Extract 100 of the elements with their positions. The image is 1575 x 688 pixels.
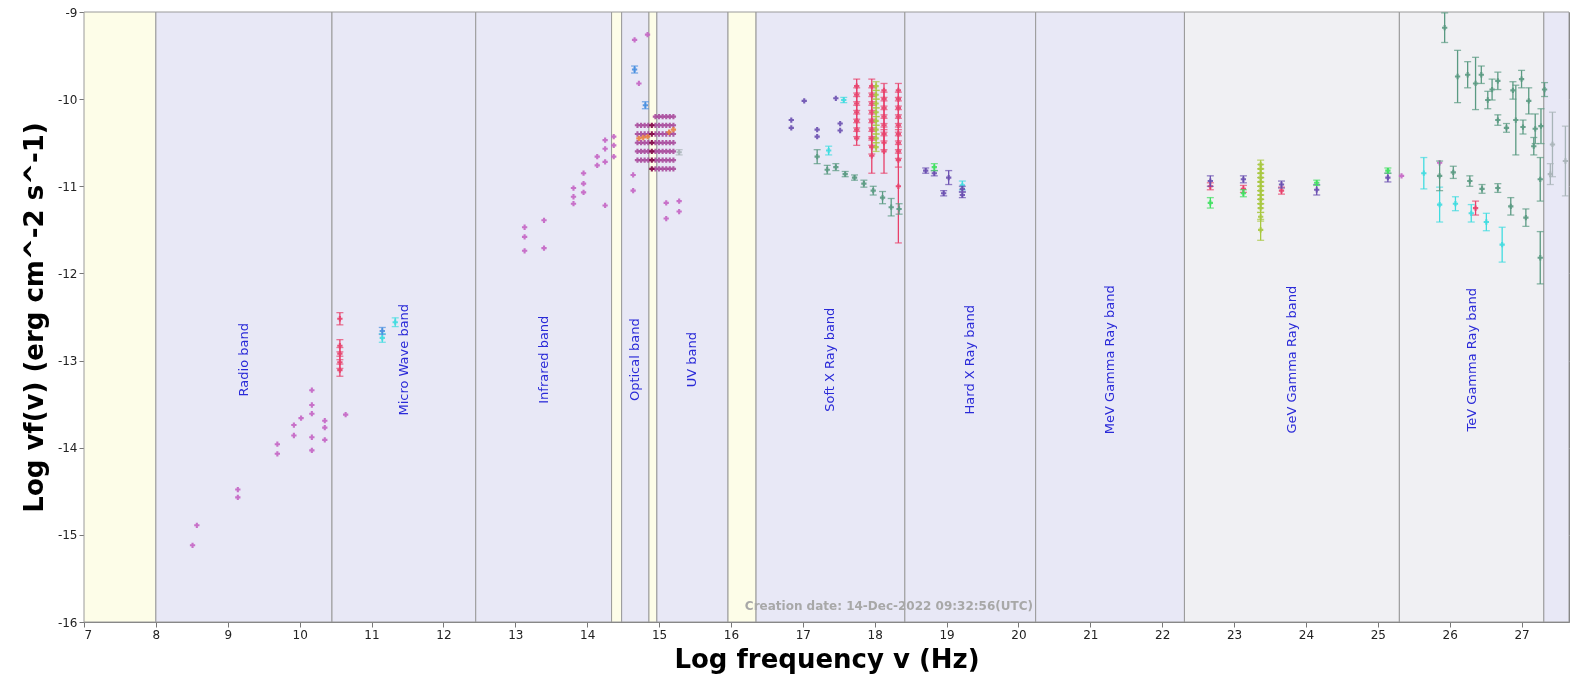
point bbox=[676, 198, 682, 204]
point bbox=[649, 131, 655, 137]
point bbox=[602, 146, 608, 152]
x-tick-label: 10 bbox=[292, 627, 308, 642]
point bbox=[788, 117, 794, 123]
point bbox=[1472, 205, 1479, 211]
band-label: UV band bbox=[684, 332, 700, 388]
point bbox=[649, 157, 655, 163]
point bbox=[235, 486, 241, 493]
x-tick-label: 8 bbox=[152, 627, 161, 642]
point bbox=[337, 350, 343, 357]
point bbox=[1526, 98, 1532, 104]
point bbox=[189, 542, 196, 548]
point bbox=[636, 80, 642, 87]
y-tick-label: -9 bbox=[65, 5, 78, 20]
point bbox=[630, 172, 636, 178]
point bbox=[854, 118, 860, 124]
point bbox=[322, 437, 328, 443]
point bbox=[1258, 227, 1264, 233]
point bbox=[837, 120, 843, 127]
y-tick-label: -13 bbox=[57, 354, 78, 369]
point bbox=[1562, 158, 1569, 164]
point bbox=[1547, 171, 1553, 177]
band-label: Soft X Ray band bbox=[822, 307, 838, 412]
point bbox=[1510, 87, 1516, 94]
point bbox=[1513, 117, 1519, 123]
point bbox=[580, 181, 587, 187]
x-tick-label: 18 bbox=[867, 627, 883, 642]
point bbox=[1523, 215, 1529, 221]
y-tick-label: -15 bbox=[57, 528, 78, 543]
point bbox=[541, 217, 547, 223]
point bbox=[854, 83, 860, 89]
point bbox=[1541, 86, 1548, 93]
point bbox=[1483, 219, 1489, 225]
point bbox=[854, 100, 860, 107]
point bbox=[291, 432, 297, 439]
x-tick-label: 22 bbox=[1155, 627, 1171, 642]
point bbox=[1518, 76, 1525, 82]
point bbox=[309, 402, 315, 408]
x-tick-label: 11 bbox=[364, 627, 380, 642]
point bbox=[676, 208, 682, 215]
band-label: Radio band bbox=[235, 323, 251, 397]
x-tick-label: 7 bbox=[84, 627, 93, 642]
band-label: GeV Gamma Ray band bbox=[1283, 285, 1299, 434]
point bbox=[788, 125, 794, 131]
point bbox=[881, 140, 887, 146]
y-tick-label: -12 bbox=[57, 266, 78, 281]
x-tick-label: 21 bbox=[1083, 627, 1099, 642]
x-tick-label: 23 bbox=[1226, 627, 1243, 642]
x-tick-label: 17 bbox=[795, 627, 811, 642]
x-axis-title: Log frequency v (Hz) bbox=[674, 643, 980, 674]
point bbox=[881, 148, 887, 155]
y-tick-label: -14 bbox=[57, 441, 78, 456]
y-axis-title: Log vf(v) (erg cm^-2 s^-1) bbox=[18, 122, 49, 513]
point bbox=[1454, 73, 1461, 80]
y-tick-label: -11 bbox=[57, 179, 78, 194]
band-label: Hard X Ray band bbox=[962, 304, 978, 415]
point bbox=[570, 194, 577, 200]
point bbox=[1520, 124, 1526, 130]
point bbox=[1549, 141, 1556, 148]
y-tick-label: -10 bbox=[57, 92, 78, 107]
point bbox=[1538, 123, 1544, 129]
point bbox=[881, 113, 887, 120]
x-tick-label: 27 bbox=[1514, 627, 1530, 642]
point bbox=[337, 316, 343, 322]
point bbox=[644, 32, 651, 38]
point bbox=[631, 37, 638, 43]
band-label: MeV Gamma Ray band bbox=[1102, 285, 1118, 435]
x-tick-label: 12 bbox=[436, 627, 452, 642]
point bbox=[1398, 173, 1405, 179]
y-tick-label: -16 bbox=[57, 615, 78, 630]
point bbox=[602, 137, 608, 143]
point bbox=[1485, 97, 1491, 103]
point bbox=[570, 201, 577, 207]
band-label: Optical band bbox=[627, 318, 643, 402]
point bbox=[1472, 80, 1479, 87]
x-tick-label: 25 bbox=[1370, 627, 1386, 642]
point bbox=[298, 415, 304, 421]
point bbox=[602, 159, 608, 165]
x-tick-label: 15 bbox=[651, 627, 668, 642]
point bbox=[580, 189, 587, 196]
point bbox=[580, 170, 587, 176]
point bbox=[602, 202, 608, 209]
point bbox=[881, 87, 887, 94]
x-tick-label: 13 bbox=[508, 627, 524, 642]
point bbox=[649, 166, 655, 172]
point bbox=[337, 359, 343, 365]
x-tick-label: 20 bbox=[1011, 627, 1027, 642]
point bbox=[801, 98, 807, 104]
x-tick-label: 9 bbox=[224, 627, 233, 642]
x-tick-label: 26 bbox=[1442, 627, 1458, 642]
x-tick-label: 14 bbox=[580, 627, 596, 642]
band-label: Micro Wave band bbox=[395, 303, 411, 416]
point bbox=[541, 245, 547, 251]
x-tick-label: 19 bbox=[939, 627, 955, 642]
x-tick-label: 24 bbox=[1298, 627, 1315, 642]
x-tick-label: 16 bbox=[723, 627, 740, 642]
point bbox=[895, 131, 902, 137]
band-label: Infrared band bbox=[535, 315, 551, 404]
point bbox=[837, 127, 843, 134]
